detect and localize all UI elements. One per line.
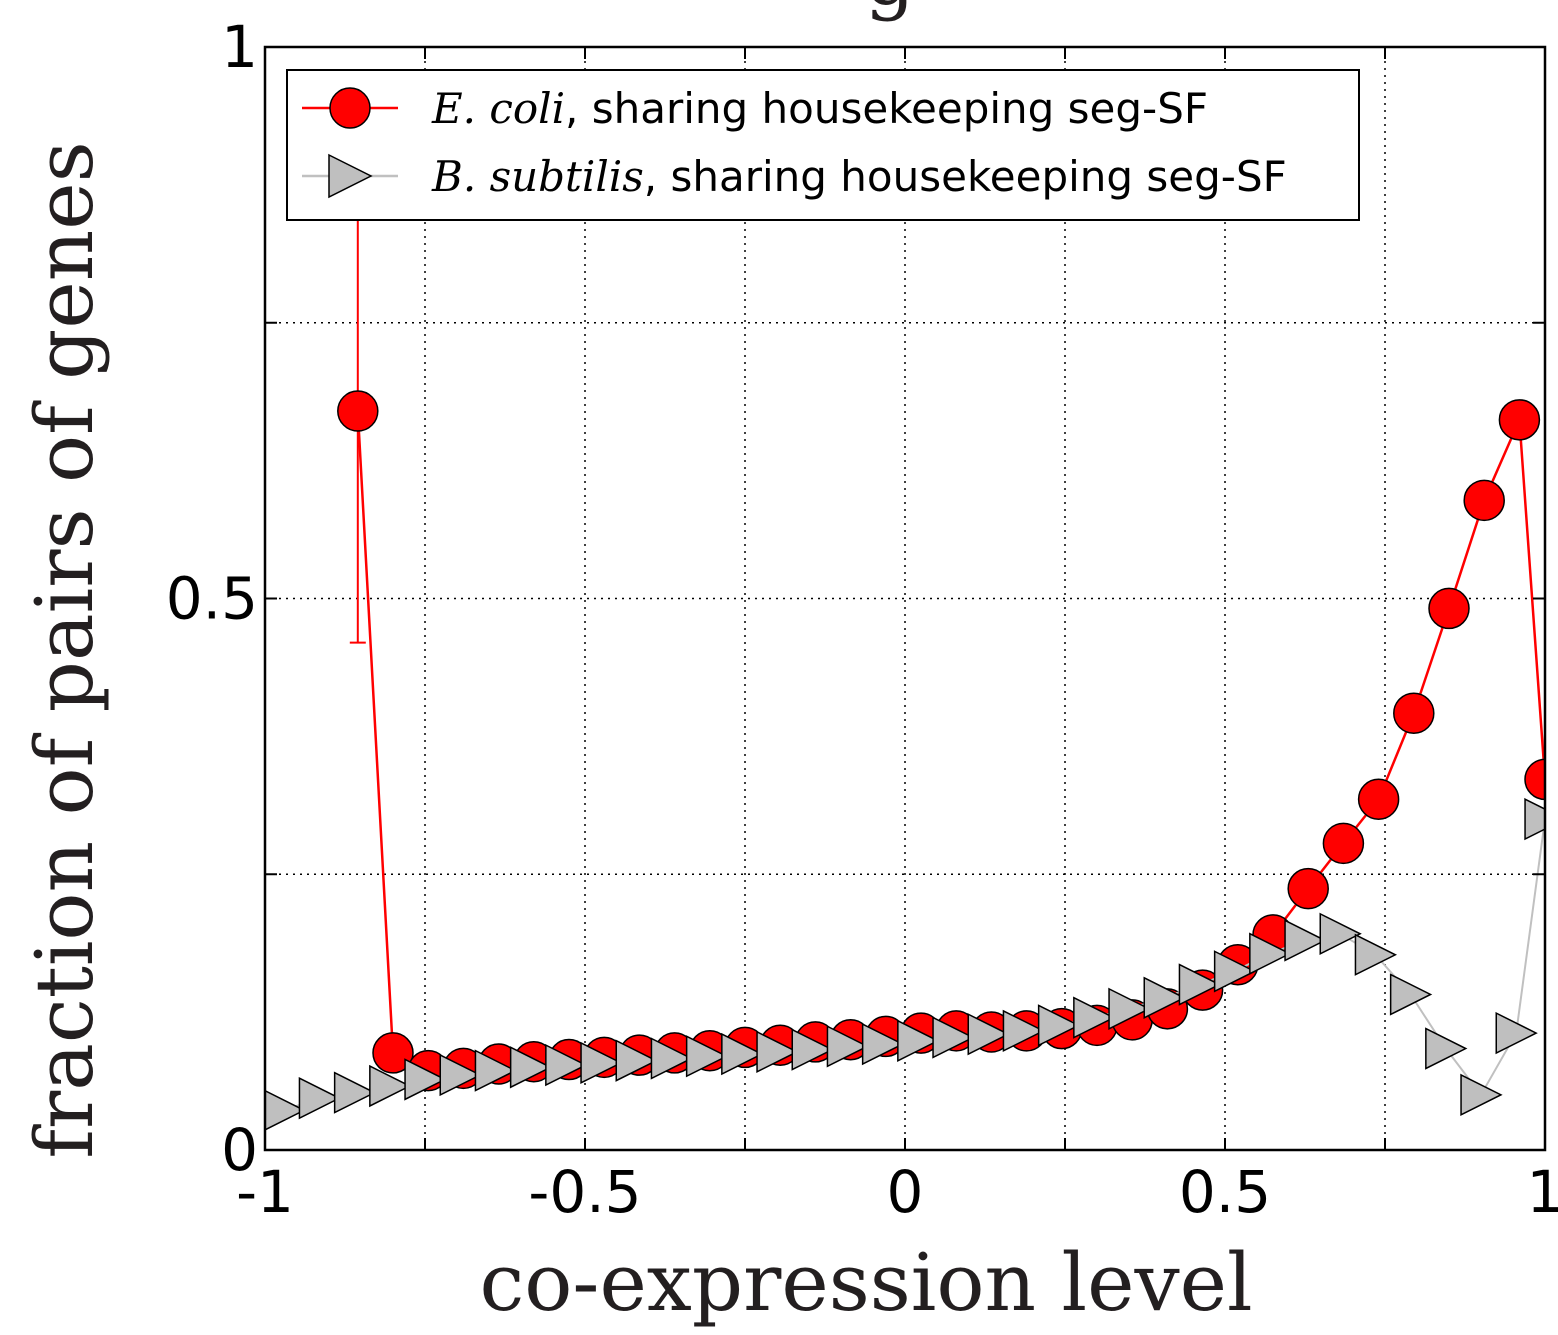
data-point xyxy=(1213,950,1257,993)
data-point xyxy=(1463,479,1505,522)
data-point xyxy=(580,1041,623,1085)
data-point xyxy=(1108,987,1151,1030)
axis-ticks: -1 -0.5 0 0.5 1 0 0.5 1 xyxy=(166,13,1558,1226)
data-point xyxy=(1178,963,1222,1006)
legend-label: B. subtilis, sharing housekeeping seg-SF xyxy=(431,152,1287,201)
series-2 xyxy=(265,797,1545,1131)
x-tick-label: 0.5 xyxy=(1179,1158,1271,1226)
x-tick-label: -0.5 xyxy=(528,1158,641,1226)
x-tick-label: 0 xyxy=(887,1158,924,1226)
data-point xyxy=(1143,976,1186,1019)
grid-lines xyxy=(265,47,1545,1150)
data-point xyxy=(721,1032,764,1076)
data-point xyxy=(1393,692,1435,734)
data-point xyxy=(650,1037,694,1080)
data-point xyxy=(509,1046,553,1089)
data-point xyxy=(474,1049,518,1092)
data-point xyxy=(298,1076,342,1120)
data-point xyxy=(369,1064,412,1108)
data-point xyxy=(1495,1011,1538,1055)
data-point xyxy=(1037,1004,1081,1047)
chart-title-fragment: g xyxy=(864,0,915,23)
data-point xyxy=(329,87,371,129)
y-axis-label: fraction of pairs of genes xyxy=(18,141,111,1158)
y-tick-label: 0.5 xyxy=(166,565,258,633)
data-point xyxy=(1073,996,1116,1039)
legend: E. coli, sharing housekeeping seg-SF B. s… xyxy=(286,69,1360,221)
series-layer xyxy=(265,124,1545,1131)
data-point xyxy=(1524,797,1545,841)
data-point xyxy=(328,153,373,199)
data-point xyxy=(1284,919,1327,962)
data-point xyxy=(826,1025,870,1068)
data-point xyxy=(791,1028,834,1071)
data-point xyxy=(372,1032,414,1074)
data-point xyxy=(1002,1009,1046,1053)
data-point xyxy=(404,1058,447,1101)
x-tick-label: -1 xyxy=(236,1158,294,1226)
data-point xyxy=(333,1071,377,1114)
y-tick-label: 0 xyxy=(221,1116,258,1184)
series-line xyxy=(356,410,1545,1072)
data-point xyxy=(1322,822,1365,865)
data-point xyxy=(861,1022,905,1066)
x-tick-label: 1 xyxy=(1527,1158,1558,1226)
data-point xyxy=(1524,758,1545,801)
data-point xyxy=(1460,1073,1503,1117)
data-point xyxy=(1319,912,1362,955)
data-point xyxy=(1249,932,1292,975)
data-point xyxy=(439,1053,482,1097)
data-point xyxy=(265,1089,306,1131)
data-point xyxy=(1425,1027,1468,1070)
legend-label: E. coli, sharing housekeeping seg-SF xyxy=(431,84,1208,133)
data-point xyxy=(1428,587,1470,630)
data-point xyxy=(1357,778,1400,820)
data-point xyxy=(756,1030,799,1073)
data-point xyxy=(337,390,379,432)
data-point xyxy=(685,1035,729,1078)
data-point xyxy=(1498,399,1541,441)
data-point xyxy=(1354,933,1398,976)
x-axis-label: co-expression level xyxy=(479,1236,1252,1329)
data-point xyxy=(897,1019,940,1062)
data-point xyxy=(932,1016,975,1059)
y-tick-label: 1 xyxy=(221,13,258,81)
data-point xyxy=(1389,973,1433,1016)
data-point xyxy=(1287,867,1329,910)
data-point xyxy=(967,1013,1010,1056)
data-point xyxy=(615,1039,658,1082)
legend-box xyxy=(286,69,1360,221)
data-point xyxy=(545,1043,588,1087)
